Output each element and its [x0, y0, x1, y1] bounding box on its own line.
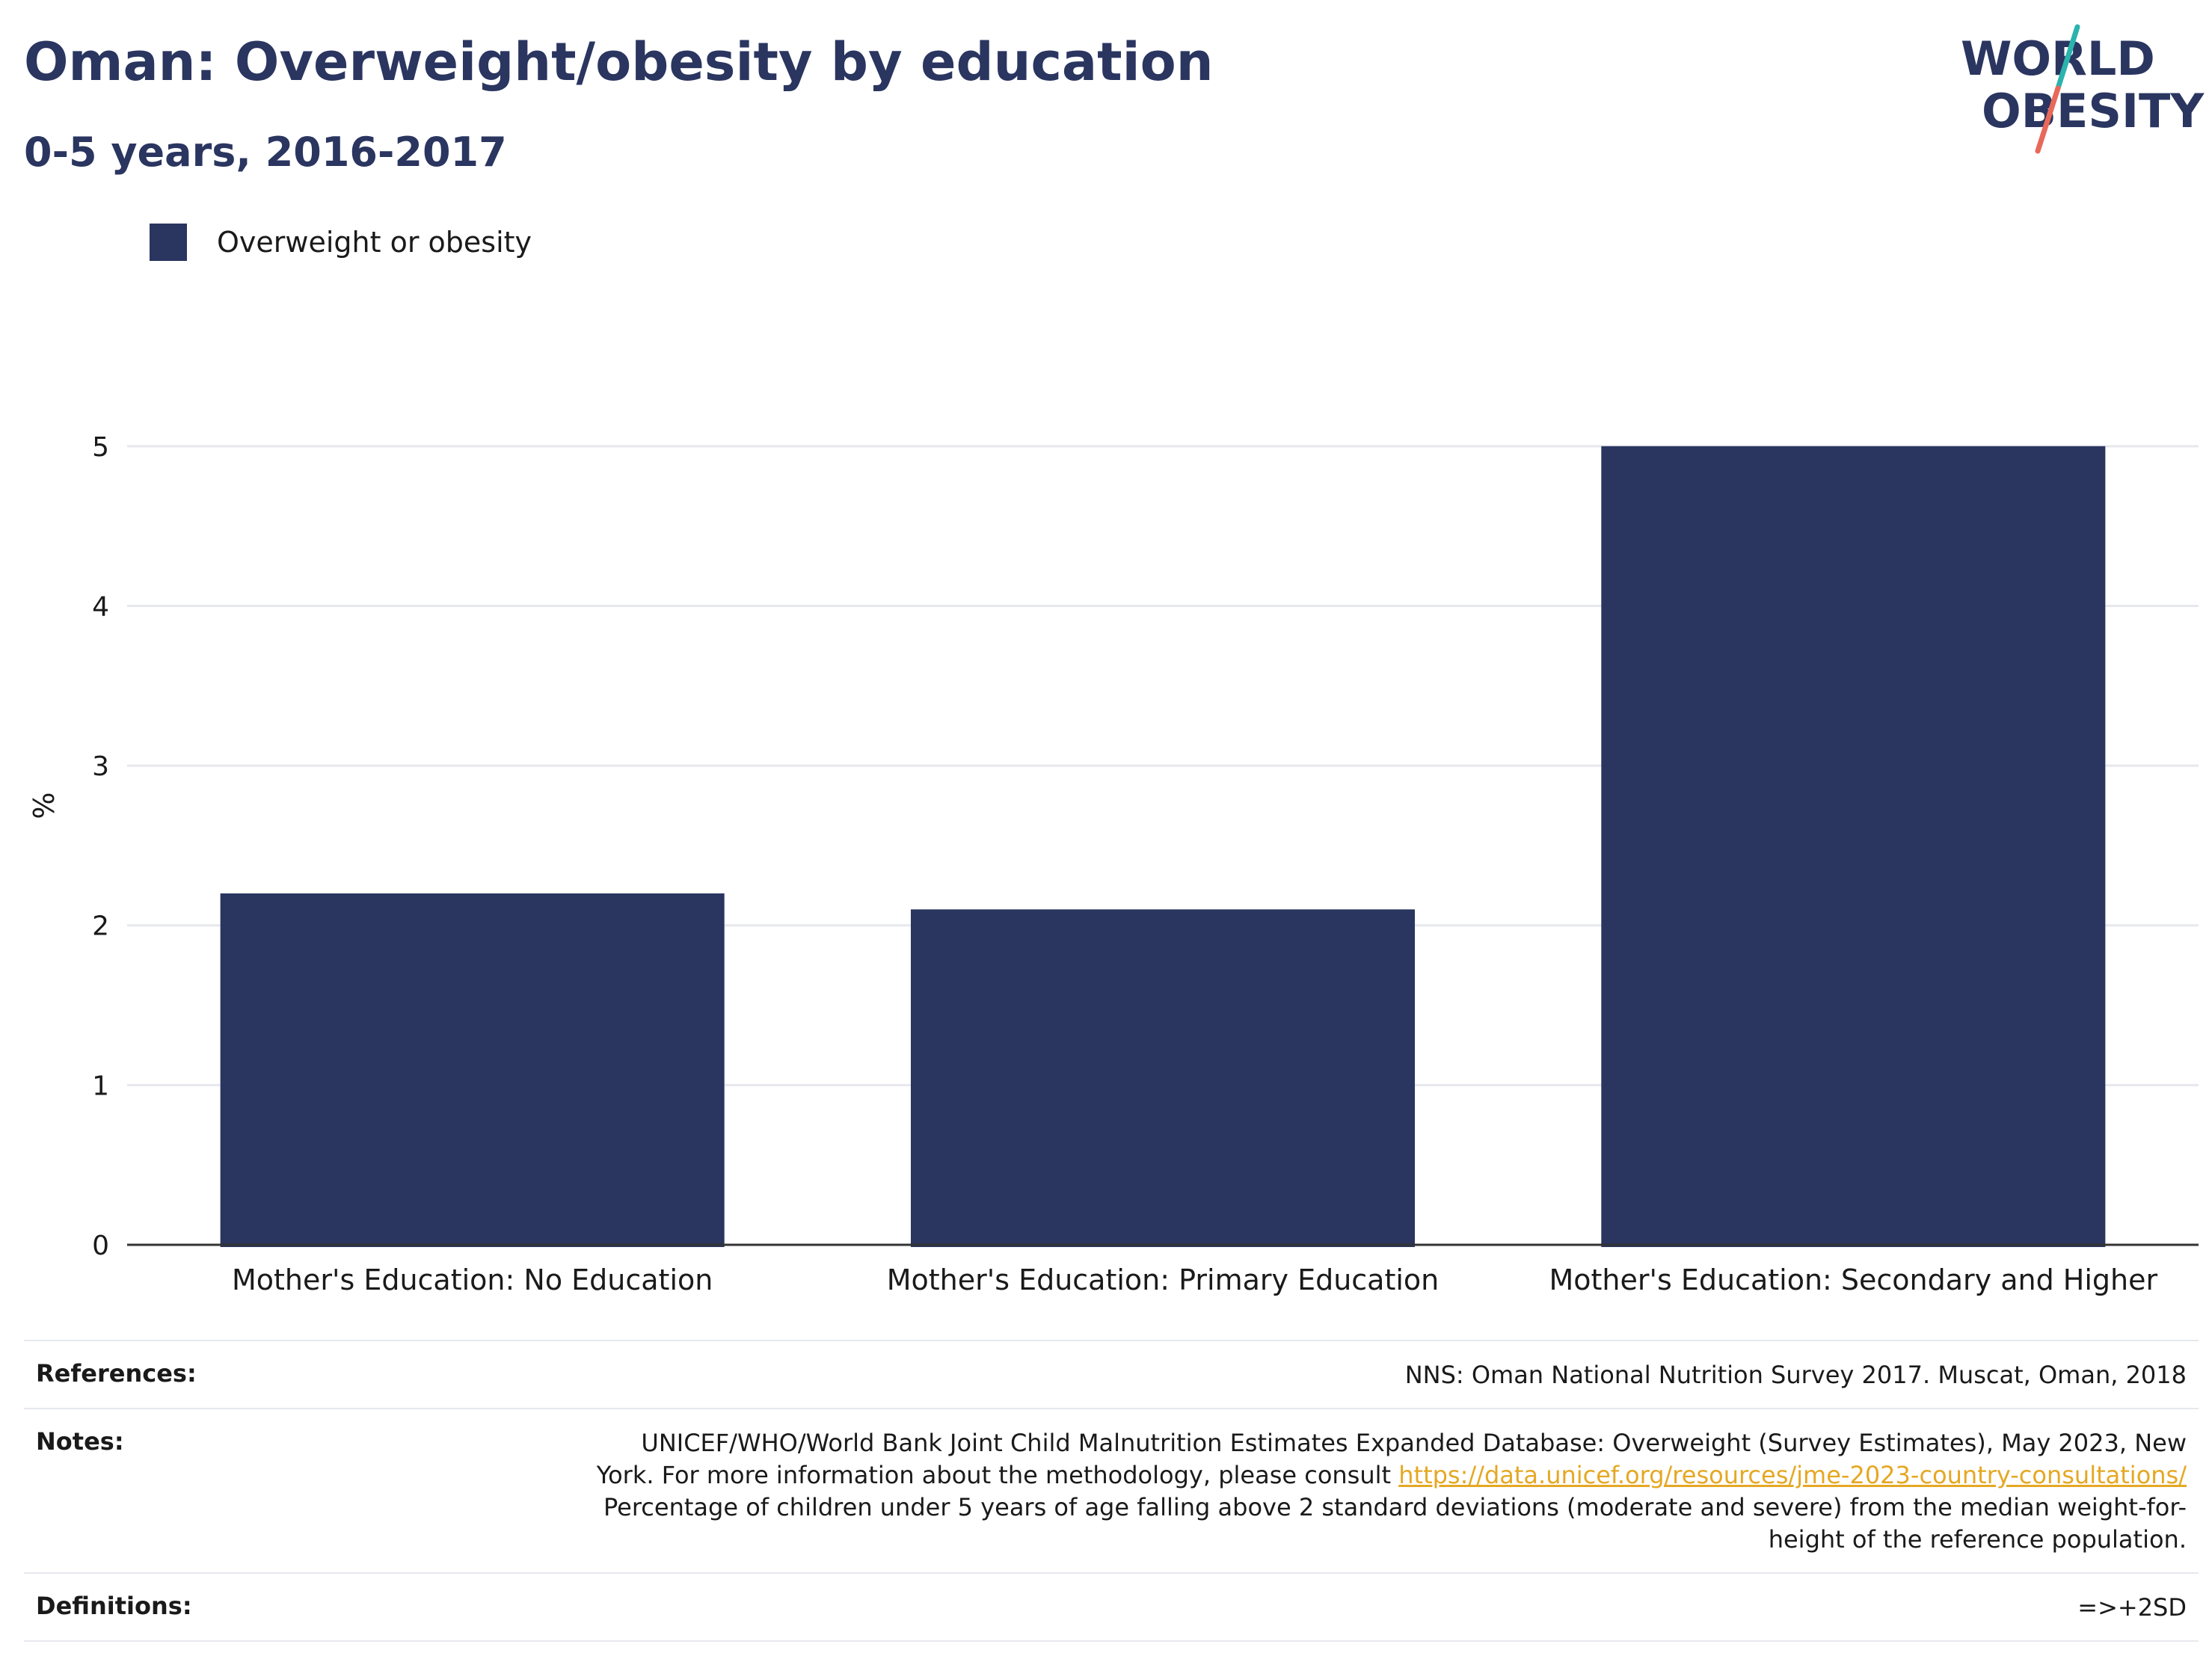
- x-tick-labels: Mother's Education: No Education Mother's…: [232, 1263, 2158, 1296]
- notes-text: UNICEF/WHO/World Bank Joint Child Malnut…: [597, 1427, 2187, 1556]
- y-axis-label: %: [28, 792, 61, 819]
- definitions-label: Definitions:: [36, 1592, 192, 1620]
- y-tick-label: 5: [92, 432, 109, 463]
- y-tick-label: 4: [92, 591, 109, 622]
- notes-label: Notes:: [36, 1427, 124, 1456]
- legend-label: Overweight or obesity: [217, 226, 532, 259]
- references-text: NNS: Oman National Nutrition Survey 2017…: [1404, 1361, 2187, 1389]
- notes-line-4: height of the reference population.: [1768, 1525, 2187, 1554]
- logo-slash-teal: [2055, 24, 2080, 91]
- logo-slash-coral: [2035, 85, 2061, 154]
- chart-title: Oman: Overweight/obesity by education: [24, 31, 1214, 93]
- logo-text-obesity: OBESITY: [1982, 84, 2205, 138]
- bar: [1601, 446, 2106, 1248]
- bar: [220, 893, 725, 1247]
- y-tick-label: 2: [92, 911, 109, 942]
- references-row: References: NNS: Oman National Nutrition…: [24, 1340, 2199, 1408]
- methodology-link[interactable]: https://data.unicef.org/resources/jme-20…: [1398, 1461, 2187, 1489]
- y-tick-label: 1: [92, 1071, 109, 1101]
- notes-line-2-text: York. For more information about the met…: [596, 1461, 1399, 1489]
- notes-line-1: UNICEF/WHO/World Bank Joint Child Malnut…: [641, 1429, 2187, 1457]
- references-label: References:: [36, 1359, 197, 1388]
- footer-table: References: NNS: Oman National Nutrition…: [24, 1340, 2199, 1642]
- x-tick-label: Mother's Education: No Education: [232, 1263, 713, 1296]
- bars: [220, 446, 2106, 1248]
- definitions-text: =>+2SD: [2077, 1593, 2187, 1622]
- x-tick-label: Mother's Education: Secondary and Higher: [1549, 1263, 2158, 1296]
- y-tick-label: 0: [92, 1231, 109, 1261]
- notes-line-2: York. For more information about the met…: [597, 1459, 2187, 1492]
- notes-row: Notes: UNICEF/WHO/World Bank Joint Child…: [24, 1408, 2199, 1572]
- logo-text-world: WORLD: [1961, 31, 2155, 86]
- y-tick-label: 3: [92, 751, 109, 782]
- chart-subtitle: 0-5 years, 2016-2017: [24, 129, 507, 176]
- world-obesity-logo: WORLD OBESITY: [1961, 24, 2205, 154]
- bar: [910, 909, 1416, 1247]
- legend: Overweight or obesity: [150, 221, 532, 263]
- definitions-row: Definitions: =>+2SD: [24, 1572, 2199, 1642]
- legend-swatch: [150, 224, 187, 261]
- x-tick-label: Mother's Education: Primary Education: [887, 1263, 1440, 1296]
- notes-line-3: Percentage of children under 5 years of …: [603, 1493, 2187, 1521]
- y-tick-labels: 0 1 2 3 4 5: [92, 432, 109, 1261]
